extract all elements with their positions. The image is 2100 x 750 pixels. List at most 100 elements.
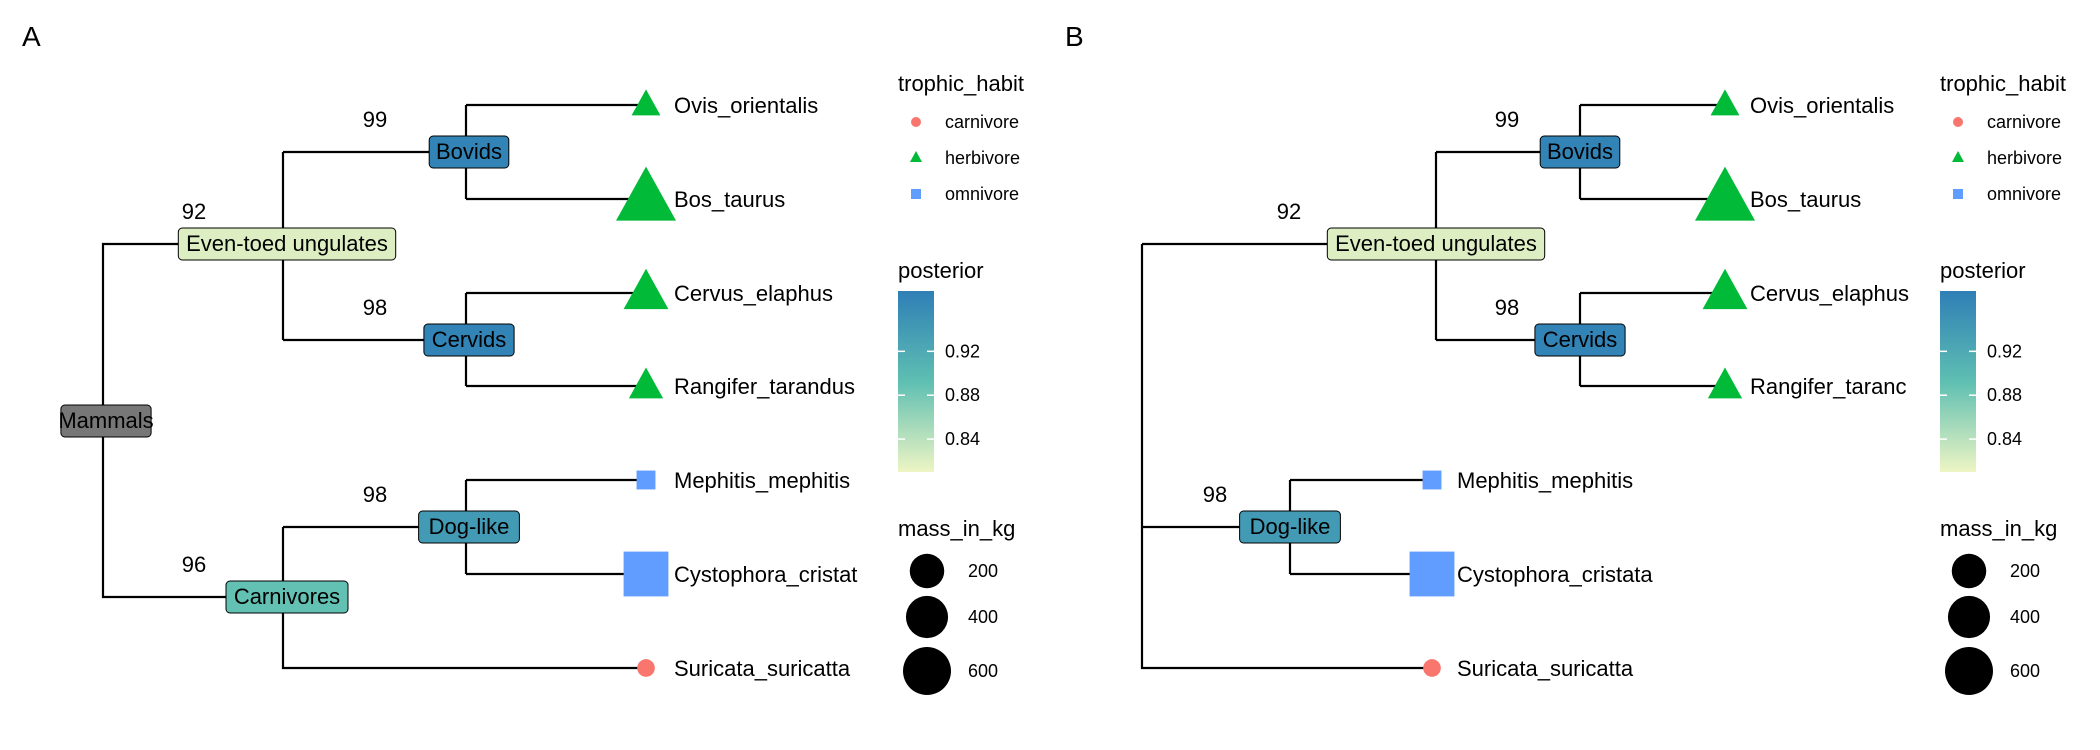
legend-herbivore-label: herbivore — [945, 148, 1020, 168]
tip-label-cysto: Cystophora_cristata — [1457, 562, 1653, 587]
tip-marker-mephitis — [1422, 470, 1442, 490]
tip-marker-suricata — [637, 659, 655, 677]
tip-label-ovis: Ovis_orientalis — [1750, 93, 1894, 118]
panel-a: A Ovis_orientalis Bos_taurus Cervus_elaphus… — [22, 21, 1024, 695]
legend-omnivore-icon — [1953, 189, 1963, 199]
support-value-eu: 92 — [1277, 199, 1301, 224]
support-value-cer: 98 — [1495, 295, 1519, 320]
tip-label-suricata: Suricata_suricatta — [1457, 656, 1634, 681]
node-cer-box — [423, 323, 515, 357]
node-bov-label: Bovids — [436, 139, 502, 164]
tip-label-cysto: Cystophora_cristat — [674, 562, 857, 587]
legend-omnivore-label: omnivore — [1987, 184, 2061, 204]
tree-edge — [281, 527, 646, 670]
tip-label-rangifer: Rangifer_tarandus — [674, 374, 855, 399]
node-bov-box — [1539, 135, 1621, 169]
legend-mass-600-icon — [903, 647, 951, 695]
legend-omnivore-icon — [911, 189, 921, 199]
legend-carnivore-label: carnivore — [1987, 112, 2061, 132]
node-cer-label: Cervids — [432, 327, 507, 352]
support-value-car: 96 — [182, 552, 206, 577]
legend-mass-400-icon — [1947, 595, 1991, 639]
tip-marker-ovis — [631, 89, 661, 116]
support-value-dog: 98 — [1203, 482, 1227, 507]
node-cer-box — [1534, 323, 1626, 357]
tip-label-bos: Bos_taurus — [674, 187, 785, 212]
node-root-box — [60, 404, 152, 438]
tip-marker-bos — [1695, 166, 1755, 221]
tip-label-mephitis: Mephitis_mephitis — [1457, 468, 1633, 493]
tip-marker-ovis — [1710, 89, 1740, 116]
legend-mass-600-icon — [1945, 647, 1993, 695]
legend-mass-600-label: 600 — [968, 661, 998, 681]
tip-label-mephitis: Mephitis_mephitis — [674, 468, 850, 493]
tip-marker-bos — [616, 166, 676, 221]
legend-mass-200-label: 200 — [2010, 561, 2040, 581]
legend-posterior-title: posterior — [1940, 258, 2026, 283]
legend-herbivore-label: herbivore — [1987, 148, 2062, 168]
support-value-bov: 99 — [1495, 107, 1519, 132]
legend-omnivore-label: omnivore — [945, 184, 1019, 204]
colorbar-tick-label: 0.84 — [1987, 429, 2022, 449]
posterior-colorbar — [898, 291, 934, 472]
node-car-box — [225, 580, 349, 614]
tip-marker-suricata — [1423, 659, 1441, 677]
colorbar-tick-label: 0.92 — [1987, 341, 2022, 361]
tip-marker-cysto — [1409, 551, 1455, 597]
tip-marker-cysto — [623, 551, 669, 597]
legend-mass-title: mass_in_kg — [1940, 516, 2057, 541]
node-dog-box — [418, 510, 520, 544]
legend-mass-200-icon — [1951, 553, 1987, 589]
support-value-dog: 98 — [363, 482, 387, 507]
panel-letter: A — [22, 21, 41, 52]
node-eu-label: Even-toed ungulates — [186, 231, 388, 256]
node-cer-label: Cervids — [1543, 327, 1618, 352]
node-car-label: Carnivores — [234, 584, 340, 609]
colorbar-tick-label: 0.92 — [945, 341, 980, 361]
tip-marker-rangifer — [628, 367, 664, 399]
legend-mass-200-icon — [909, 553, 945, 589]
support-value-bov: 99 — [363, 107, 387, 132]
node-dog-box — [1239, 510, 1341, 544]
legend-trophic-title: trophic_habit — [1940, 71, 2066, 96]
panel-b: B Ovis_orientalis Bos_taurus Cervus_elaphus… — [1065, 21, 2066, 695]
support-value-eu: 92 — [182, 199, 206, 224]
posterior-colorbar — [1940, 291, 1976, 472]
colorbar-tick-label: 0.84 — [945, 429, 980, 449]
legend-mass-200-label: 200 — [968, 561, 998, 581]
legend-posterior-title: posterior — [898, 258, 984, 283]
node-dog-label: Dog-like — [1250, 514, 1331, 539]
node-eu-box — [1326, 227, 1546, 261]
node-bov-box — [428, 135, 510, 169]
colorbar-tick-label: 0.88 — [945, 385, 980, 405]
legend-mass-400-label: 400 — [968, 607, 998, 627]
node-dog-label: Dog-like — [429, 514, 510, 539]
panel-letter: B — [1065, 21, 1084, 52]
legend-mass-400-icon — [905, 595, 949, 639]
tip-marker-mephitis — [636, 470, 656, 490]
legend-herbivore-icon — [910, 151, 922, 162]
tip-label-cervus: Cervus_elaphus — [674, 281, 833, 306]
tip-marker-cervus — [623, 268, 669, 310]
tip-label-rangifer: Rangifer_taranc — [1750, 374, 1907, 399]
legend-herbivore-icon — [1952, 151, 1964, 162]
tip-label-cervus: Cervus_elaphus — [1750, 281, 1909, 306]
tip-label-suricata: Suricata_suricatta — [674, 656, 851, 681]
tip-marker-rangifer — [1707, 367, 1743, 399]
node-root-label: Mammals — [58, 408, 153, 433]
legend-mass-600-label: 600 — [2010, 661, 2040, 681]
legend-mass-title: mass_in_kg — [898, 516, 1015, 541]
colorbar-tick-label: 0.88 — [1987, 385, 2022, 405]
legend-carnivore-label: carnivore — [945, 112, 1019, 132]
legend-carnivore-icon — [911, 117, 921, 127]
legend-carnivore-icon — [1953, 117, 1963, 127]
node-eu-label: Even-toed ungulates — [1335, 231, 1537, 256]
tree-edge — [1140, 244, 1432, 670]
tip-label-bos: Bos_taurus — [1750, 187, 1861, 212]
legend-trophic-title: trophic_habit — [898, 71, 1024, 96]
tip-label-ovis: Ovis_orientalis — [674, 93, 818, 118]
node-bov-label: Bovids — [1547, 139, 1613, 164]
node-eu-box — [177, 227, 397, 261]
support-value-cer: 98 — [363, 295, 387, 320]
